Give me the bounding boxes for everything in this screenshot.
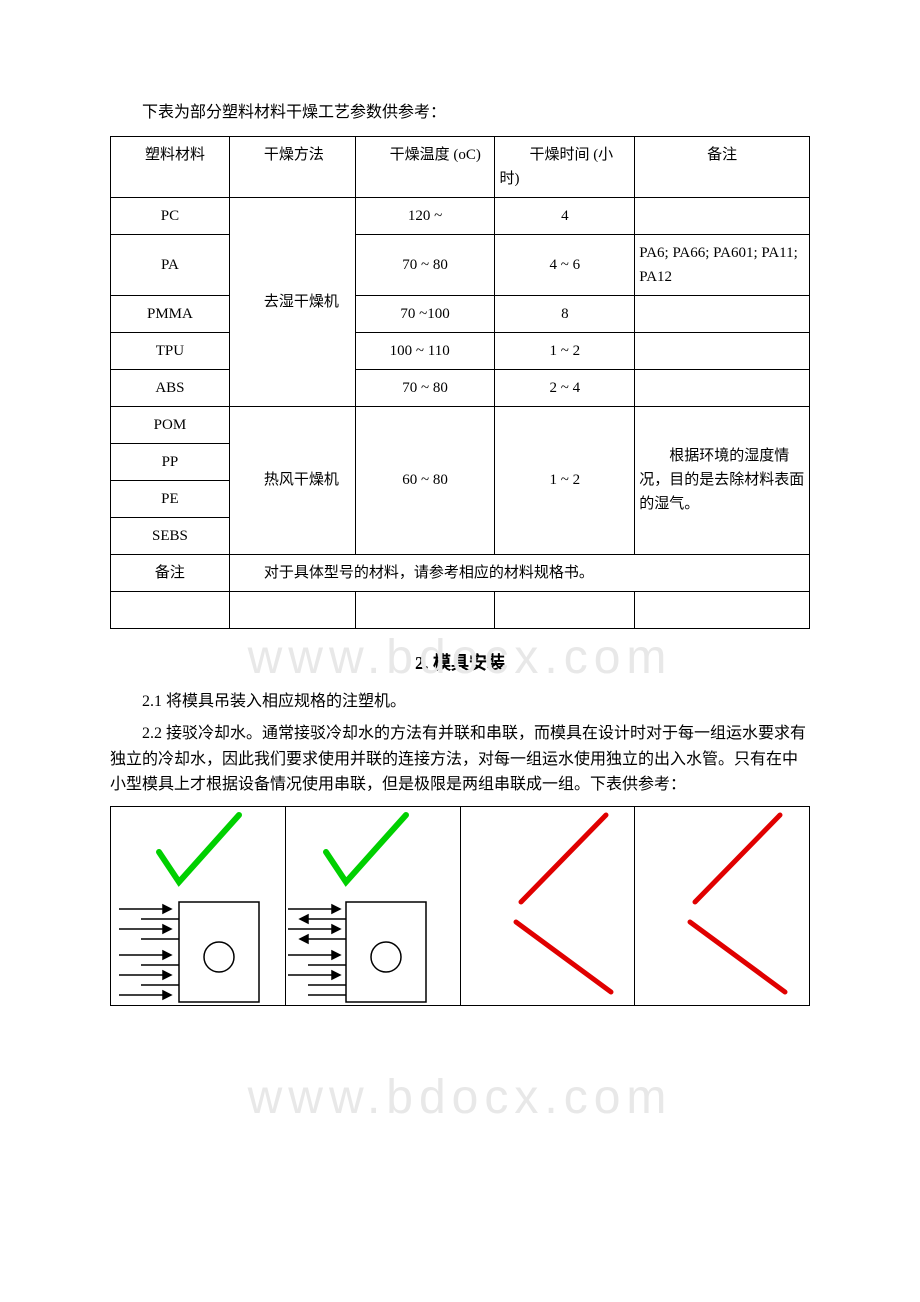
cell-material: SEBS — [111, 517, 230, 554]
connection-diagram — [110, 806, 810, 1006]
table-row: ABS 70 ~ 80 2 ~ 4 — [111, 369, 810, 406]
cell-remark — [635, 295, 810, 332]
table-row: PMMA 70 ~100 8 — [111, 295, 810, 332]
cell-remark — [635, 332, 810, 369]
cell-time: 2 ~ 4 — [495, 369, 635, 406]
cell-temp: 70 ~ 80 — [355, 234, 495, 295]
cell-temp: 70 ~100 — [355, 295, 495, 332]
intro-text: 下表为部分塑料材料干燥工艺参数供参考： — [110, 100, 810, 126]
table-row-empty — [111, 591, 810, 628]
cell-material: PMMA — [111, 295, 230, 332]
cell-remark — [635, 197, 810, 234]
footnote-text: 对于具体型号的材料，请参考相应的材料规格书。 — [234, 561, 594, 585]
cell-remark: 根据环境的湿度情况，目的是去除材料表面的湿气。 — [639, 444, 805, 516]
paragraph-2-1: 2.1 将模具吊装入相应规格的注塑机。 — [110, 689, 810, 715]
diagram-cell-3 — [461, 806, 636, 1006]
cell-material: ABS — [111, 369, 230, 406]
paragraph-2-2: 2.2 接驳冷却水。通常接驳冷却水的方法有并联和串联，而模具在设计时对于每一组运… — [110, 721, 810, 798]
cell-material: PE — [111, 480, 230, 517]
cell-temp: 100 ~ 110 — [360, 339, 450, 363]
col-temp: 干燥温度 (oC) — [360, 143, 481, 167]
cell-temp: 70 ~ 80 — [355, 369, 495, 406]
cell-remark — [635, 369, 810, 406]
col-remark: 备注 — [635, 136, 810, 197]
cell-time: 4 ~ 6 — [495, 234, 635, 295]
check-icon — [111, 807, 286, 1006]
cell-method-1: 去湿干燥机 — [234, 290, 339, 314]
cell-time: 4 — [495, 197, 635, 234]
diagram-cell-1 — [110, 806, 286, 1006]
cross-icon — [635, 807, 810, 1006]
diagram-cell-2 — [286, 806, 461, 1006]
footnote-label: 备注 — [111, 554, 230, 591]
table-row: PA 70 ~ 80 4 ~ 6 PA6; PA66; PA601; PA11;… — [111, 234, 810, 295]
cell-temp: 120 ~ — [355, 197, 495, 234]
cell-time: 1 ~ 2 — [495, 406, 635, 554]
cross-icon — [461, 807, 636, 1006]
drying-params-table: 塑料材料 干燥方法 干燥温度 (oC) 干燥时间 (小时) 备注 PC 去湿干燥… — [110, 136, 810, 629]
cell-material: PP — [111, 443, 230, 480]
cell-remark: PA6; PA66; PA601; PA11; PA12 — [635, 234, 810, 295]
col-method: 干燥方法 — [234, 143, 324, 167]
cell-material: PC — [111, 197, 230, 234]
section-title: 2. 模具安装 — [110, 649, 810, 678]
table-row: PC 去湿干燥机 120 ~ 4 — [111, 197, 810, 234]
cell-method-2: 热风干燥机 — [234, 468, 339, 492]
table-row: TPU 100 ~ 110 1 ~ 2 — [111, 332, 810, 369]
cell-time: 8 — [495, 295, 635, 332]
cell-material: POM — [111, 406, 230, 443]
col-time: 干燥时间 (小时) — [499, 143, 630, 191]
diagram-cell-4 — [635, 806, 810, 1006]
table-row: POM 热风干燥机 60 ~ 80 1 ~ 2 根据环境的湿度情况，目的是去除材… — [111, 406, 810, 443]
cell-material: TPU — [111, 332, 230, 369]
cell-time: 1 ~ 2 — [495, 332, 635, 369]
check-icon — [286, 807, 461, 1006]
col-material: 塑料材料 — [115, 143, 205, 167]
watermark-2: www.bdocx.com — [248, 1060, 673, 1137]
table-row-footnote: 备注 对于具体型号的材料，请参考相应的材料规格书。 — [111, 554, 810, 591]
cell-material: PA — [111, 234, 230, 295]
cell-temp: 60 ~ 80 — [355, 406, 495, 554]
